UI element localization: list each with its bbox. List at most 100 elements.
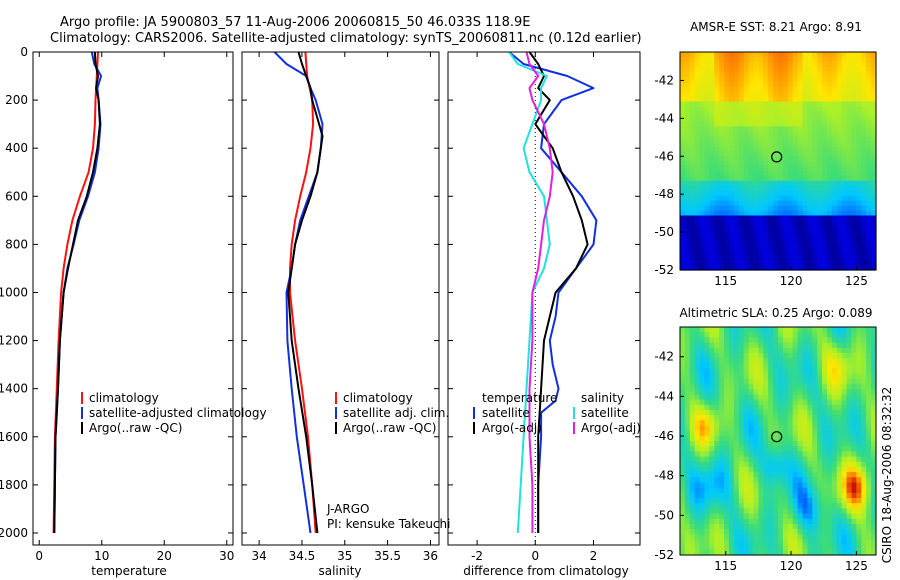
heatmap-cell bbox=[729, 549, 735, 556]
heatmap-cell bbox=[733, 373, 740, 380]
heatmap-cell bbox=[684, 106, 691, 113]
heatmap-cell bbox=[856, 332, 862, 338]
heatmap-cell bbox=[699, 111, 706, 117]
heatmap-cell bbox=[748, 200, 755, 207]
heatmap-cell bbox=[729, 260, 735, 266]
heatmap-cell bbox=[831, 513, 838, 520]
heatmap-cell bbox=[782, 332, 789, 338]
heatmap-cell bbox=[684, 185, 691, 192]
heatmap-cell bbox=[694, 86, 701, 93]
heatmap-cell bbox=[846, 146, 853, 152]
heatmap-cell bbox=[763, 255, 769, 261]
heatmap-cell bbox=[773, 215, 779, 222]
heatmap-cell bbox=[733, 425, 740, 432]
heatmap-cell bbox=[699, 235, 706, 241]
heatmap-cell bbox=[802, 399, 808, 406]
heatmap-cell bbox=[846, 86, 853, 93]
heatmap-cell bbox=[694, 225, 701, 231]
heatmap-cell bbox=[743, 205, 750, 212]
heatmap-cell bbox=[743, 131, 750, 137]
heatmap-cell bbox=[714, 394, 720, 401]
heatmap-cell bbox=[851, 508, 857, 515]
heatmap-cell bbox=[792, 255, 799, 261]
heatmap-cell bbox=[699, 146, 706, 152]
heatmap-cell bbox=[743, 529, 750, 535]
heatmap-cell bbox=[807, 71, 813, 78]
heatmap-cell bbox=[861, 146, 867, 152]
heatmap-cell bbox=[841, 190, 848, 197]
x-tick-label: -2 bbox=[471, 549, 483, 563]
heatmap-cell bbox=[861, 190, 867, 197]
heatmap-cell bbox=[856, 544, 862, 551]
heatmap-cell bbox=[743, 352, 750, 359]
heatmap-cell bbox=[714, 487, 720, 494]
heatmap-cell bbox=[807, 111, 813, 117]
heatmap-cell bbox=[748, 86, 755, 93]
heatmap-cell bbox=[792, 441, 799, 447]
heatmap-cell bbox=[871, 332, 877, 338]
heatmap-cell bbox=[689, 327, 696, 333]
heatmap-cell bbox=[836, 466, 843, 473]
heatmap-cell bbox=[699, 170, 706, 177]
heatmap-cell bbox=[684, 101, 691, 108]
heatmap-cell bbox=[699, 394, 706, 401]
heatmap-cell bbox=[768, 544, 774, 551]
heatmap-cell bbox=[861, 116, 867, 122]
heatmap-cell bbox=[871, 255, 877, 261]
heatmap-cell bbox=[807, 215, 813, 222]
heatmap-cell bbox=[724, 544, 730, 551]
heatmap-cell bbox=[831, 466, 838, 473]
heatmap-cell bbox=[797, 425, 804, 432]
heatmap-cell bbox=[753, 190, 759, 197]
heatmap-cell bbox=[778, 66, 784, 73]
heatmap-cell bbox=[778, 101, 784, 108]
heatmap-cell bbox=[807, 492, 813, 499]
heatmap-cell bbox=[758, 492, 764, 499]
heatmap-cell bbox=[807, 52, 813, 58]
heatmap-cell bbox=[753, 91, 759, 98]
legend-label: Argo(..raw -QC) bbox=[89, 421, 182, 435]
heatmap-cell bbox=[709, 487, 715, 494]
heatmap-cell bbox=[836, 409, 843, 416]
heatmap-cell bbox=[836, 136, 843, 142]
heatmap-cell bbox=[827, 250, 833, 256]
heatmap-cell bbox=[846, 190, 853, 197]
heatmap-cell bbox=[689, 205, 696, 212]
heatmap-cell bbox=[827, 200, 833, 207]
heatmap-cell bbox=[719, 498, 725, 504]
heatmap-cell bbox=[871, 205, 877, 212]
heatmap-cell bbox=[753, 175, 759, 182]
heatmap-cell bbox=[680, 544, 686, 551]
heatmap-cell bbox=[846, 121, 853, 127]
heatmap-cell bbox=[768, 363, 774, 370]
heatmap-cell bbox=[871, 245, 877, 251]
heatmap-cell bbox=[861, 342, 867, 349]
heatmap-cell bbox=[822, 170, 828, 177]
heatmap-cell bbox=[714, 215, 720, 222]
heatmap-cell bbox=[782, 210, 789, 217]
heatmap-cell bbox=[817, 170, 823, 177]
argo-position-marker bbox=[771, 151, 783, 163]
heatmap-cell bbox=[699, 255, 706, 261]
heatmap-cell bbox=[817, 368, 823, 375]
heatmap-cell bbox=[689, 451, 696, 458]
heatmap-cell bbox=[768, 461, 774, 468]
heatmap-cell bbox=[733, 446, 740, 452]
heatmap-cell bbox=[704, 76, 710, 83]
heatmap-cell bbox=[753, 415, 759, 421]
heatmap-cell bbox=[856, 498, 862, 504]
heatmap-cell bbox=[817, 66, 823, 73]
heatmap-cell bbox=[758, 498, 764, 504]
heatmap-cell bbox=[694, 255, 701, 261]
heatmap-cell bbox=[871, 456, 877, 463]
heatmap-cell bbox=[827, 210, 833, 217]
heatmap-cell bbox=[714, 175, 720, 182]
heatmap-cell bbox=[733, 456, 740, 463]
heatmap-cell bbox=[719, 116, 725, 122]
heatmap-cell bbox=[753, 384, 759, 390]
heatmap-cell bbox=[689, 337, 696, 344]
heatmap-cell bbox=[797, 461, 804, 468]
heatmap-cell bbox=[782, 456, 789, 463]
series-line-argo bbox=[53, 52, 101, 534]
heatmap-cell bbox=[758, 86, 764, 93]
